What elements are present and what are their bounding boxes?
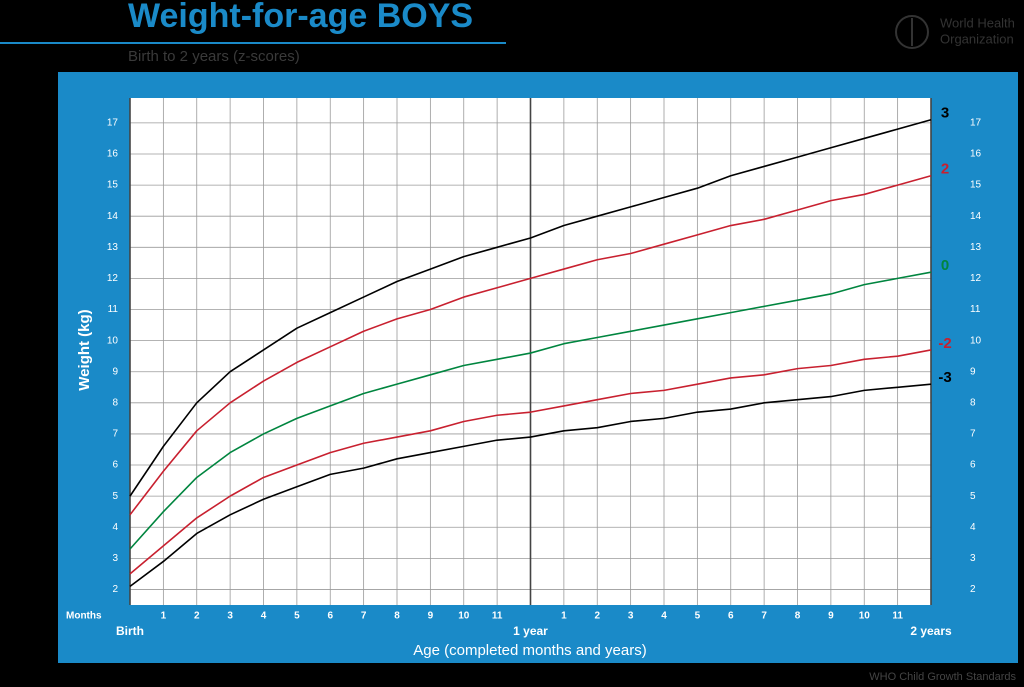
series-label: 3 (941, 105, 949, 122)
y-tick-label: 5 (970, 491, 976, 502)
y-tick-label: 9 (970, 366, 976, 377)
x-tick-label: 10 (458, 611, 470, 622)
y-tick-label: 5 (112, 491, 118, 502)
x-tick-label: 2 (594, 611, 600, 622)
y-axis-label: Weight (kg) (76, 309, 93, 390)
logo-emblem (895, 15, 929, 49)
y-tick-label: 4 (970, 522, 976, 533)
y-tick-label: 13 (970, 242, 982, 253)
y-tick-label: 16 (107, 149, 119, 160)
marks (129, 118, 932, 587)
chart-title: Weight-for-age BOYS (128, 0, 473, 35)
series-line (129, 174, 932, 516)
x-tick-label: 8 (394, 611, 400, 622)
x-tick-label: 6 (728, 611, 734, 622)
series-line (129, 271, 932, 550)
x-tick-label: 7 (761, 611, 767, 622)
y-tick-label: 15 (107, 180, 119, 191)
y-tick-label: 8 (112, 397, 118, 408)
series-line (129, 349, 932, 575)
x-tick-label: Birth (116, 624, 144, 638)
y-tick-label: 3 (112, 553, 118, 564)
x-tick-label: 8 (795, 611, 801, 622)
y-tick-label: 6 (970, 460, 976, 471)
y-tick-label: 9 (112, 366, 118, 377)
series-label: 0 (941, 257, 949, 274)
y-tick-label: 14 (107, 211, 119, 222)
x-tick-label: 10 (859, 611, 871, 622)
x-tick-label: 6 (327, 611, 333, 622)
y-tick-label: 11 (970, 304, 981, 315)
y-tick-label: 3 (970, 553, 976, 564)
x-tick-label: 1 (561, 611, 567, 622)
x-tick-label: 2 (194, 611, 200, 622)
y-tick-label: 10 (970, 335, 982, 346)
y-tick-label: 12 (970, 273, 982, 284)
logo-text: World Health (940, 15, 1015, 30)
x-tick-label: 3 (628, 611, 634, 622)
y-tick-label: 2 (970, 584, 976, 595)
x-tick-label: 5 (294, 611, 300, 622)
y-tick-label: 15 (970, 180, 982, 191)
x-unit-label: Months (66, 611, 102, 622)
x-tick-label: 9 (828, 611, 834, 622)
grid (129, 98, 932, 605)
y-tick-label: 13 (107, 242, 119, 253)
series-line (129, 118, 932, 497)
x-axis-label: Age (completed months and years) (413, 642, 646, 659)
chart-subtitle: Birth to 2 years (z-scores) (128, 48, 300, 65)
x-tick-label: 7 (361, 611, 367, 622)
logo-text: Organization (940, 31, 1014, 46)
y-tick-label: 7 (112, 429, 118, 440)
series-label: -2 (938, 335, 951, 352)
series-label: -3 (938, 369, 951, 386)
x-tick-label: 1 year (513, 624, 548, 638)
x-tick-label: 11 (492, 611, 503, 622)
x-tick-label: 5 (695, 611, 701, 622)
x-tick-label: 4 (661, 611, 667, 622)
y-tick-label: 10 (107, 335, 119, 346)
y-tick-label: 11 (108, 304, 119, 315)
footer: WHO Child Growth Standards (869, 671, 1016, 683)
y-tick-label: 17 (970, 118, 982, 129)
series-label: 2 (941, 161, 949, 178)
y-tick-label: 17 (107, 118, 119, 129)
x-tick-label: 2 years (910, 624, 952, 638)
who-logo: World Health Organization (895, 15, 1015, 49)
x-tick-label: 3 (227, 611, 233, 622)
y-tick-label: 14 (970, 211, 982, 222)
y-tick-label: 12 (107, 273, 119, 284)
y-tick-label: 6 (112, 460, 118, 471)
y-tick-label: 7 (970, 429, 976, 440)
x-tick-label: 1 (161, 611, 167, 622)
y-tick-label: 8 (970, 397, 976, 408)
y-tick-label: 2 (112, 584, 118, 595)
y-tick-label: 4 (112, 522, 118, 533)
x-tick-label: 4 (261, 611, 267, 622)
x-tick-label: 9 (428, 611, 434, 622)
series-line (129, 383, 932, 587)
y-tick-label: 16 (970, 149, 982, 160)
x-tick-label: 11 (892, 611, 903, 622)
